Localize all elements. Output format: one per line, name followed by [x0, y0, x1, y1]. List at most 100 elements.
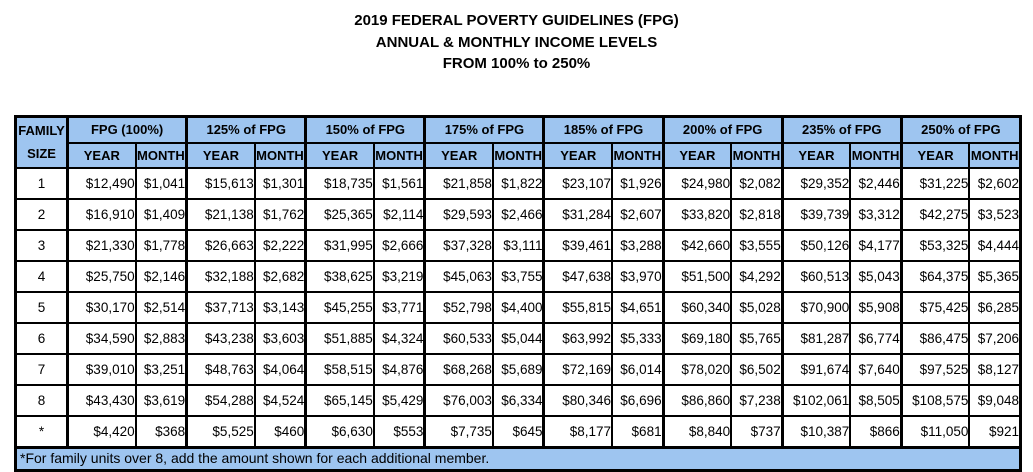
- money-cell: $5,044: [491, 321, 545, 355]
- document-title: 2019 FEDERAL POVERTY GUIDELINES (FPG) AN…: [0, 0, 1033, 75]
- table-row-7: 7 $39,010 $3,251 $48,763 $4,064 $58,515 $4,876…: [14, 352, 1022, 386]
- money-cell: $3,523: [968, 197, 1022, 231]
- table-body: 1 $12,490 $1,041 $15,613 $1,301 $18,735 $1,561…: [14, 166, 1022, 448]
- family-size-cell: *: [14, 414, 69, 448]
- money-cell: $65,145: [304, 383, 375, 417]
- money-cell: $3,970: [611, 259, 665, 293]
- title-line-3: FROM 100% to 250%: [442, 55, 591, 72]
- money-cell: $5,333: [611, 321, 665, 355]
- group-header-3: 175% of FPG: [423, 115, 545, 144]
- money-cell: $86,860: [661, 383, 733, 417]
- money-cell: $75,425: [899, 290, 971, 324]
- money-cell: $26,663: [185, 228, 256, 262]
- table-head: FAMILY SIZE FPG (100%) 125% of FPG 150% of F…: [14, 115, 1022, 169]
- money-cell: $70,900: [780, 290, 852, 324]
- money-cell: $11,050: [899, 414, 971, 448]
- money-cell: $8,177: [542, 414, 614, 448]
- money-cell: $4,400: [491, 290, 545, 324]
- month-header-0: MONTH: [134, 141, 188, 169]
- money-cell: $48,763: [185, 352, 256, 386]
- money-cell: $1,041: [134, 166, 188, 200]
- group-header-2: 150% of FPG: [304, 115, 426, 144]
- money-cell: $4,177: [849, 228, 903, 262]
- money-cell: $3,755: [491, 259, 545, 293]
- money-cell: $34,590: [66, 321, 137, 355]
- table-row-extra: * $4,420 $368 $5,525 $460 $6,630 $553 $7,735 $64…: [14, 414, 1022, 448]
- money-cell: $4,876: [372, 352, 426, 386]
- title-line-1: 2019 FEDERAL POVERTY GUIDELINES (FPG): [354, 12, 679, 29]
- money-cell: $55,815: [542, 290, 614, 324]
- money-cell: $86,475: [899, 321, 971, 355]
- money-cell: $3,143: [253, 290, 307, 324]
- money-cell: $6,285: [968, 290, 1022, 324]
- money-cell: $2,607: [611, 197, 665, 231]
- money-cell: $39,461: [542, 228, 614, 262]
- money-cell: $7,238: [730, 383, 784, 417]
- year-header-7: YEAR: [899, 141, 971, 169]
- family-size-header-line1: FAMILY: [18, 123, 65, 138]
- money-cell: $5,365: [968, 259, 1022, 293]
- money-cell: $2,222: [253, 228, 307, 262]
- money-cell: $15,613: [185, 166, 256, 200]
- money-cell: $108,575: [899, 383, 971, 417]
- money-cell: $2,682: [253, 259, 307, 293]
- fpg-table: FAMILY SIZE FPG (100%) 125% of FPG 150% of F…: [14, 114, 1022, 472]
- group-header-4: 185% of FPG: [542, 115, 665, 144]
- money-cell: $31,995: [304, 228, 375, 262]
- money-cell: $5,689: [491, 352, 545, 386]
- money-cell: $4,444: [968, 228, 1022, 262]
- money-cell: $78,020: [661, 352, 733, 386]
- money-cell: $368: [134, 414, 188, 448]
- money-cell: $2,114: [372, 197, 426, 231]
- year-header-6: YEAR: [780, 141, 852, 169]
- money-cell: $29,352: [780, 166, 852, 200]
- money-cell: $1,561: [372, 166, 426, 200]
- money-cell: $1,778: [134, 228, 188, 262]
- money-cell: $43,238: [185, 321, 256, 355]
- table-row-4: 4 $25,750 $2,146 $32,188 $2,682 $38,625 $3,219…: [14, 259, 1022, 293]
- money-cell: $76,003: [423, 383, 494, 417]
- year-header-3: YEAR: [423, 141, 494, 169]
- money-cell: $91,674: [780, 352, 852, 386]
- money-cell: $58,515: [304, 352, 375, 386]
- money-cell: $681: [611, 414, 665, 448]
- money-cell: $8,505: [849, 383, 903, 417]
- money-cell: $2,818: [730, 197, 784, 231]
- money-cell: $3,603: [253, 321, 307, 355]
- group-header-1: 125% of FPG: [185, 115, 307, 144]
- money-cell: $921: [968, 414, 1022, 448]
- year-header-0: YEAR: [66, 141, 137, 169]
- family-size-cell: 3: [14, 228, 69, 262]
- table-row-6: 6 $34,590 $2,883 $43,238 $3,603 $51,885 $4,324…: [14, 321, 1022, 355]
- month-header-1: MONTH: [253, 141, 307, 169]
- family-size-cell: 4: [14, 259, 69, 293]
- money-cell: $53,325: [899, 228, 971, 262]
- money-cell: $30,170: [66, 290, 137, 324]
- table-foot: *For family units over 8, add the amount…: [14, 445, 1022, 471]
- money-cell: $25,365: [304, 197, 375, 231]
- money-cell: $39,739: [780, 197, 852, 231]
- money-cell: $21,330: [66, 228, 137, 262]
- money-cell: $3,771: [372, 290, 426, 324]
- family-size-cell: 2: [14, 197, 69, 231]
- money-cell: $51,500: [661, 259, 733, 293]
- money-cell: $2,883: [134, 321, 188, 355]
- money-cell: $4,324: [372, 321, 426, 355]
- money-cell: $2,514: [134, 290, 188, 324]
- table-row-1: 1 $12,490 $1,041 $15,613 $1,301 $18,735 $1,561…: [14, 166, 1022, 200]
- money-cell: $8,127: [968, 352, 1022, 386]
- money-cell: $1,762: [253, 197, 307, 231]
- group-header-7: 250% of FPG: [899, 115, 1022, 144]
- money-cell: $97,525: [899, 352, 971, 386]
- money-cell: $7,735: [423, 414, 494, 448]
- money-cell: $553: [372, 414, 426, 448]
- money-cell: $2,602: [968, 166, 1022, 200]
- family-size-cell: 5: [14, 290, 69, 324]
- money-cell: $37,713: [185, 290, 256, 324]
- money-cell: $3,219: [372, 259, 426, 293]
- family-size-cell: 7: [14, 352, 69, 386]
- money-cell: $69,180: [661, 321, 733, 355]
- money-cell: $2,146: [134, 259, 188, 293]
- family-size-header-line2: SIZE: [27, 146, 56, 161]
- money-cell: $39,010: [66, 352, 137, 386]
